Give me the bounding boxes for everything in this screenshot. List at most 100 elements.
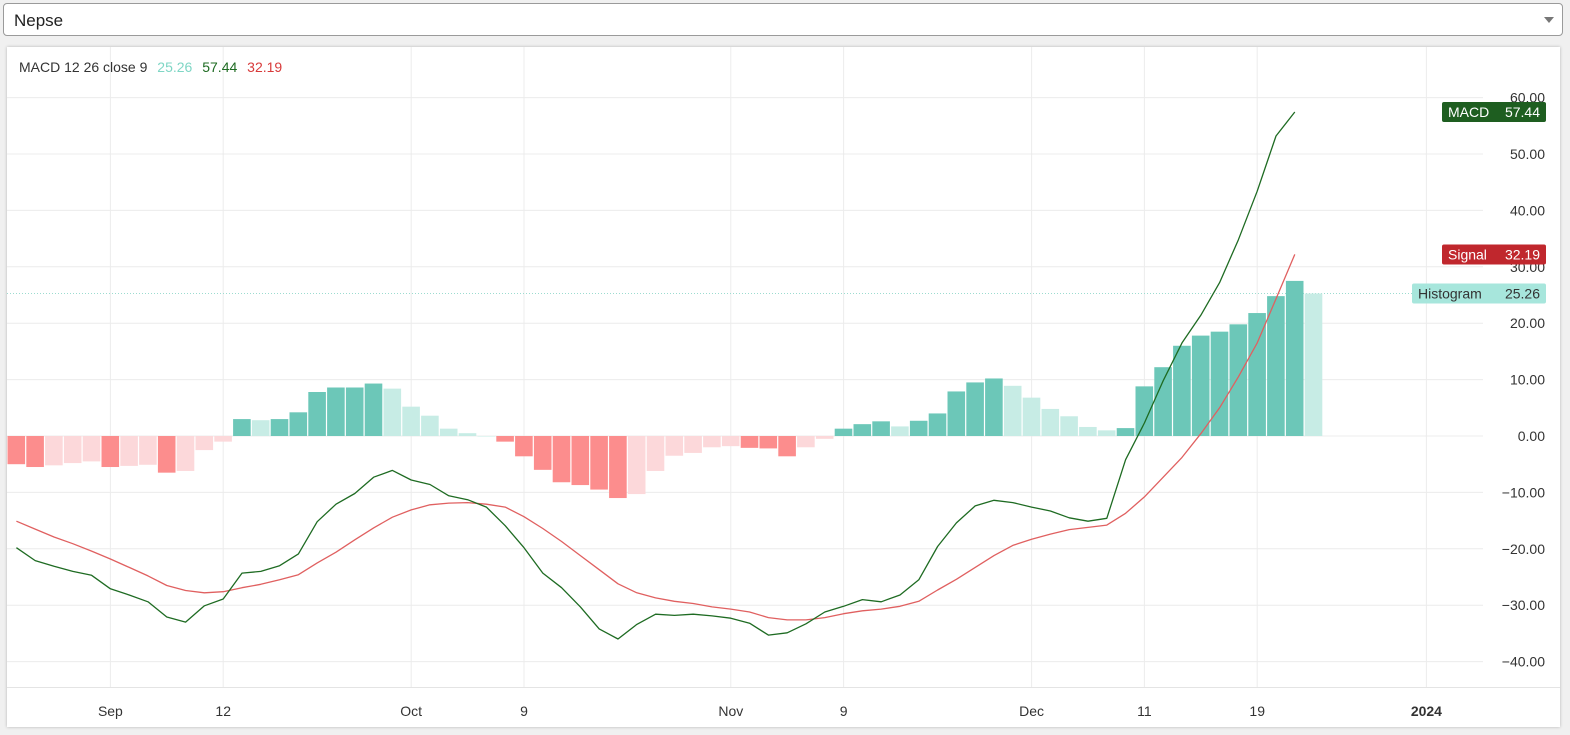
histogram-bar [345,387,364,436]
time-axis: Sep 12 Oct 9 Nov 9 Dec 11 19 2024 [98,703,1442,719]
histogram-bar [101,436,120,468]
y-tick-label: −10.00 [1502,484,1545,500]
y-tick-label: 20.00 [1510,315,1545,331]
y-tick-label: −40.00 [1502,654,1545,670]
histogram-bar [233,419,251,436]
x-tick-label: Nov [718,703,743,719]
chevron-down-icon [1544,17,1554,23]
histogram-bar [909,420,928,436]
histogram-bar [270,419,289,436]
x-tick-label: 12 [215,703,231,719]
histogram-bar [439,428,458,436]
histogram-bar [458,433,477,436]
histogram-bar [1191,335,1210,436]
histogram-bar [872,421,890,436]
chart-legend: MACD 12 26 close 9 25.26 57.44 32.19 [19,59,288,75]
histogram-bar [82,436,101,462]
price-tag-label: Histogram [1418,286,1482,302]
y-tick-label: 0.00 [1518,428,1545,444]
histogram-bar [1060,416,1078,436]
histogram-bar [928,413,947,436]
histogram-bar [289,412,308,436]
macd-line [16,111,1296,640]
histogram-bar [721,436,740,447]
histogram-bar [1116,428,1135,436]
price-tag-value: 57.44 [1505,104,1540,120]
chart-panel[interactable]: 60.00 50.00 40.00 30.00 20.00 10.00 0.00 −10.00… [7,47,1560,727]
histogram-bar [176,436,195,471]
histogram-bar [759,436,778,449]
histogram-bar [778,436,796,457]
price-tag-value: 25.26 [1505,286,1540,302]
y-tick-label: 40.00 [1510,202,1545,218]
histogram-bar [139,436,157,465]
price-tag-bg [1442,244,1546,265]
histogram-bar [477,436,496,437]
histogram-bar [1079,426,1097,436]
histogram-bar [1097,430,1116,436]
y-tick-label: −20.00 [1502,541,1545,557]
histogram-bar [251,420,270,436]
y-tick-label: 60.00 [1510,90,1545,106]
x-tick-label: 11 [1137,703,1152,719]
histogram-bar [1135,386,1154,436]
histogram-bar [214,436,232,442]
histogram-bar [327,387,345,436]
price-tag-value: 32.19 [1505,246,1540,262]
x-tick-label: 2024 [1411,703,1442,719]
histogram-bar [1285,280,1304,436]
histogram-bar [1210,331,1229,436]
x-tick-label: Dec [1019,703,1044,719]
histogram-bar [7,436,26,465]
price-tag-histogram: Histogram 25.26 [1412,283,1546,304]
price-tag-label: Signal [1448,246,1487,262]
histogram-bar [1229,324,1248,436]
price-tag-label: MACD [1448,104,1489,120]
histogram-bar [496,436,514,442]
legend-study: MACD 12 26 close 9 [19,59,148,75]
histogram-bar [1041,408,1060,436]
histogram-bar [1248,313,1266,436]
histogram-bar [364,383,383,436]
histogram-bar [815,436,834,439]
histogram-bar [421,415,439,436]
x-tick-label: 9 [520,703,528,719]
histogram-bar [26,436,44,468]
price-tag-signal: Signal 32.19 [1442,244,1546,265]
histogram-bar [891,426,909,436]
histogram-bar [1173,345,1191,436]
histogram-bar [590,436,608,490]
legend-signal-value: 32.19 [247,59,283,75]
x-tick-label: Oct [400,703,422,719]
histogram-bar [1003,385,1022,436]
grid [7,47,1483,687]
histogram-bar [627,436,646,495]
y-tick-label: 10.00 [1510,372,1545,388]
histogram-bar [195,436,214,451]
histogram-bars [7,280,1323,499]
macd-chart[interactable]: 60.0050.0040.0030.0020.0010.000.00−10.00… [7,47,1560,727]
histogram-bar [853,424,872,436]
histogram-bar [665,436,684,456]
histogram-bar [552,436,571,483]
histogram-bar [533,436,552,470]
histogram-bar [1304,293,1323,436]
x-tick-label: 19 [1249,703,1265,719]
symbol-select[interactable]: Nepse [3,3,1563,36]
histogram-bar [703,436,721,448]
histogram-bar [834,428,853,436]
histogram-bar [1022,397,1041,436]
y-tick-label: 50.00 [1510,146,1545,162]
histogram-bar [684,436,702,453]
histogram-bar [383,388,402,436]
histogram-bar [947,391,966,436]
histogram-bar [63,436,82,464]
price-tag-bg [1442,102,1546,123]
histogram-bar [609,436,627,499]
histogram-bar [740,436,759,448]
histogram-bar [985,378,1003,436]
price-axis: 60.0050.0040.0030.0020.0010.000.00−10.00… [1502,90,1545,670]
x-tick-label: 9 [840,703,848,719]
histogram-bar [402,406,420,436]
histogram-bar [1154,367,1172,436]
